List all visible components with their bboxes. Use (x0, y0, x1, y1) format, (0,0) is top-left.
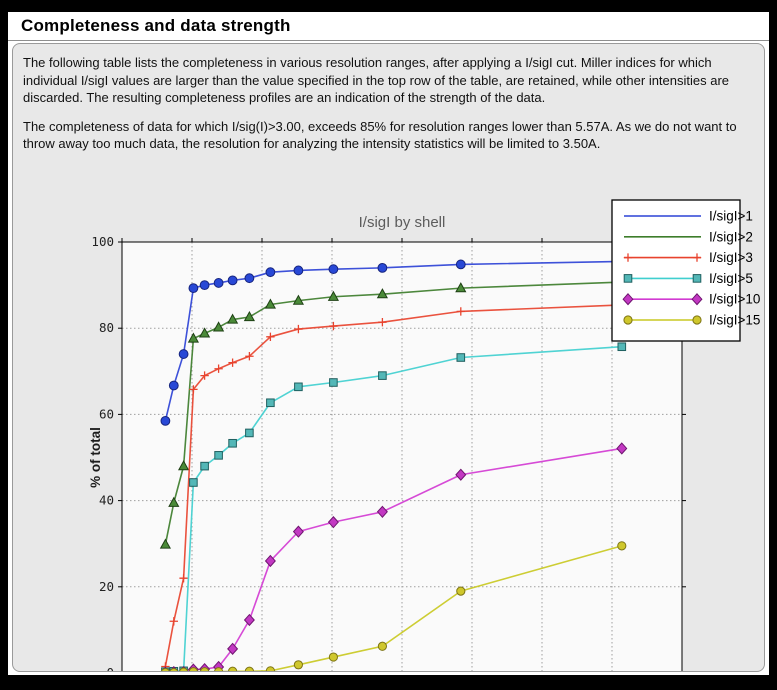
chart-title: I/sigI by shell (359, 214, 446, 231)
series-i-sigi-15 (161, 541, 627, 671)
legend-label: I/sigI>1 (709, 209, 753, 224)
content-panel: The following table lists the completene… (12, 43, 765, 672)
legend-label: I/sigI>10 (709, 292, 760, 307)
isigi-by-shell-plot: 2.02.53.03.54.04.55.05.56.0020406080100I… (88, 199, 760, 672)
paragraph-resolution-cutoff: The completeness of data for which I/sig… (23, 118, 737, 152)
svg-text:100: 100 (91, 234, 114, 249)
tick-labels: 2.02.53.03.54.04.55.05.56.0020406080100 (91, 234, 114, 672)
svg-text:80: 80 (99, 320, 114, 335)
paragraph-completeness-intro: The following table lists the completene… (23, 55, 730, 105)
completeness-chart: 2.02.53.03.54.04.55.05.56.0020406080100I… (13, 161, 764, 672)
series-i-sigi-3 (161, 300, 626, 671)
section-header: Completeness and data strength (8, 12, 769, 41)
svg-text:40: 40 (99, 493, 114, 508)
legend-label: I/sigI>5 (709, 271, 753, 286)
svg-text:60: 60 (99, 406, 114, 421)
legend-label: I/sigI>3 (709, 250, 753, 265)
y-axis-label: % of total (88, 427, 103, 488)
legend-label: I/sigI>2 (709, 229, 753, 244)
page-title: Completeness and data strength (21, 16, 291, 35)
legend: I/sigI>1 I/sigI>2 I/sigI>3 I/sigI>5 I/sigI>1… (611, 199, 760, 342)
description-text: The following table lists the completene… (13, 44, 764, 153)
svg-text:0: 0 (106, 665, 114, 672)
svg-text:20: 20 (99, 579, 114, 594)
report-page: Completeness and data strength The follo… (8, 12, 769, 675)
legend-label: I/sigI>15 (709, 313, 760, 328)
